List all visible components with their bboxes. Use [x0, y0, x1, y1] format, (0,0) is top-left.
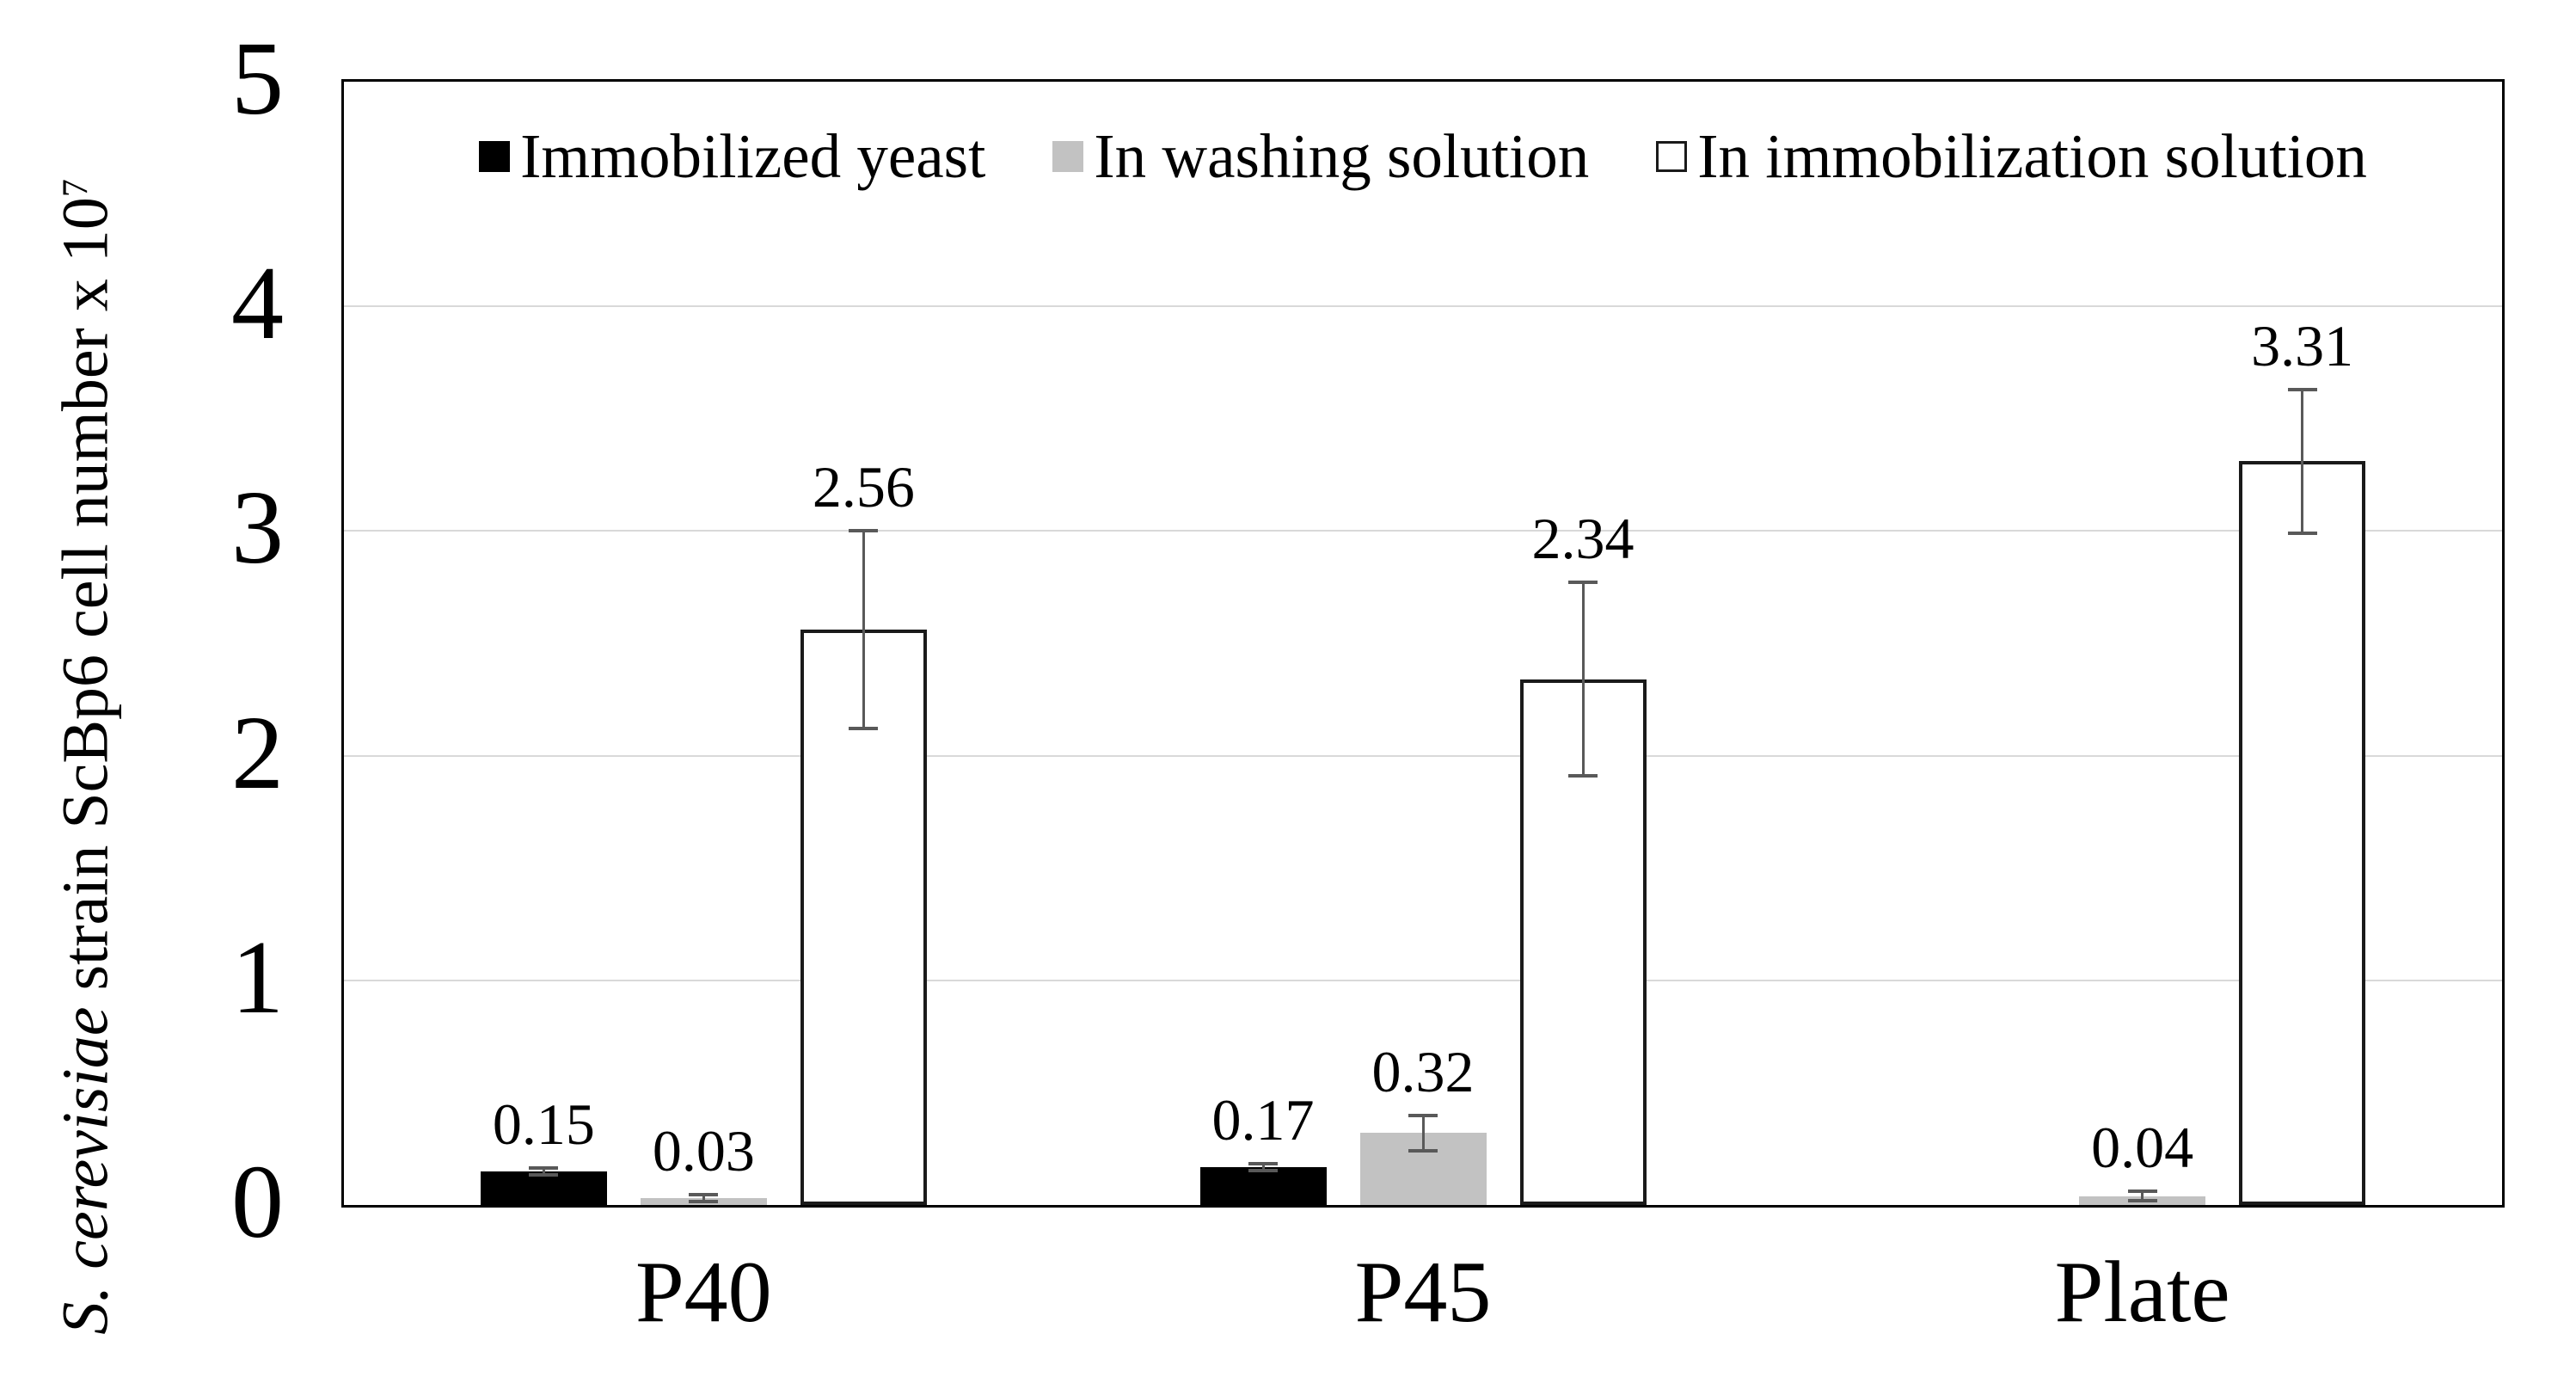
legend-item-in-immobilization-solution: In immobilization solution: [1656, 120, 2367, 193]
x-category-label-plate: Plate: [2054, 1244, 2230, 1341]
legend-item-immobilized-yeast: Immobilized yeast: [479, 120, 985, 193]
error-bar-cap-top: [1568, 581, 1598, 585]
error-bar-plate-in-immobilization-solution: [2301, 389, 2304, 534]
error-bar-cap-bottom: [529, 1172, 559, 1177]
y-tick-label-3: 3: [231, 470, 284, 587]
legend-marker-in-washing-solution: [1052, 141, 1084, 172]
bar-value-label-p40-in-washing-solution: 0.03: [652, 1118, 755, 1184]
bar-value-label-plate-in-washing-solution: 0.04: [2091, 1115, 2194, 1181]
error-bar-p45-in-washing-solution: [1421, 1115, 1425, 1152]
bar-value-label-p45-in-immobilization-solution: 2.34: [1531, 506, 1635, 572]
error-bar-cap-top: [849, 529, 879, 533]
x-category-label-p40: P40: [635, 1244, 772, 1341]
y-tick-label-5: 5: [231, 21, 284, 137]
error-bar-cap-bottom: [1568, 774, 1598, 778]
legend-label-immobilized-yeast: Immobilized yeast: [520, 121, 986, 191]
y-axis-title-exponent: 7: [56, 179, 96, 198]
error-bar-cap-top: [1248, 1161, 1278, 1165]
error-bar-cap-bottom: [2127, 1198, 2157, 1202]
error-bar-cap-bottom: [2287, 532, 2317, 536]
error-bar-cap-top: [2127, 1190, 2157, 1194]
bar-value-label-p40-in-immobilization-solution: 2.56: [812, 454, 915, 520]
error-bar-p40-immobilized-yeast: [542, 1167, 545, 1175]
gridline-1: [344, 979, 2502, 981]
bar-value-label-p45-immobilized-yeast: 0.17: [1211, 1086, 1315, 1153]
y-tick-label-0: 0: [231, 1144, 284, 1260]
error-bar-p45-in-immobilization-solution: [1581, 582, 1585, 777]
legend-label-in-washing-solution: In washing solution: [1094, 121, 1590, 191]
error-bar-cap-top: [529, 1165, 559, 1170]
plot-area: Immobilized yeast In washing solution In…: [341, 79, 2505, 1341]
x-category-label-p45: P45: [1354, 1244, 1492, 1341]
legend-marker-immobilized-yeast: [479, 141, 511, 172]
error-bar-cap-bottom: [1248, 1168, 1278, 1172]
bar-value-label-p45-in-washing-solution: 0.32: [1371, 1038, 1475, 1104]
gridline-2: [344, 754, 2502, 757]
legend-label-in-immobilization-solution: In immobilization solution: [1697, 121, 2367, 191]
y-tick-label-1: 1: [231, 919, 284, 1036]
error-bar-p45-immobilized-yeast: [1261, 1163, 1265, 1171]
gridline-3: [344, 530, 2502, 532]
error-bar-p40-in-washing-solution: [702, 1195, 705, 1202]
legend-item-in-washing-solution: In washing solution: [1052, 120, 1589, 193]
error-bar-p40-in-immobilization-solution: [862, 531, 865, 729]
bar-value-label-p40-immobilized-yeast: 0.15: [492, 1091, 595, 1157]
error-bar-cap-top: [2287, 387, 2317, 391]
error-bar-cap-top: [689, 1193, 719, 1197]
error-bar-cap-top: [1408, 1113, 1438, 1117]
bar-p40-immobilized-yeast: [480, 1171, 607, 1205]
error-bar-cap-bottom: [1408, 1149, 1438, 1153]
gridline-4: [344, 305, 2502, 308]
error-bar-cap-bottom: [849, 727, 879, 731]
bar-plate-in-immobilization-solution: [2239, 461, 2366, 1205]
bar-p45-immobilized-yeast: [1199, 1166, 1327, 1205]
y-tick-label-2: 2: [231, 694, 284, 811]
error-bar-plate-in-washing-solution: [2141, 1191, 2144, 1201]
bar-value-label-plate-in-immobilization-solution: 3.31: [2251, 312, 2354, 378]
error-bar-cap-bottom: [689, 1200, 719, 1204]
legend: Immobilized yeast In washing solution In…: [344, 120, 2502, 193]
legend-marker-in-immobilization-solution: [1656, 141, 1688, 172]
y-tick-label-4: 4: [231, 245, 284, 362]
